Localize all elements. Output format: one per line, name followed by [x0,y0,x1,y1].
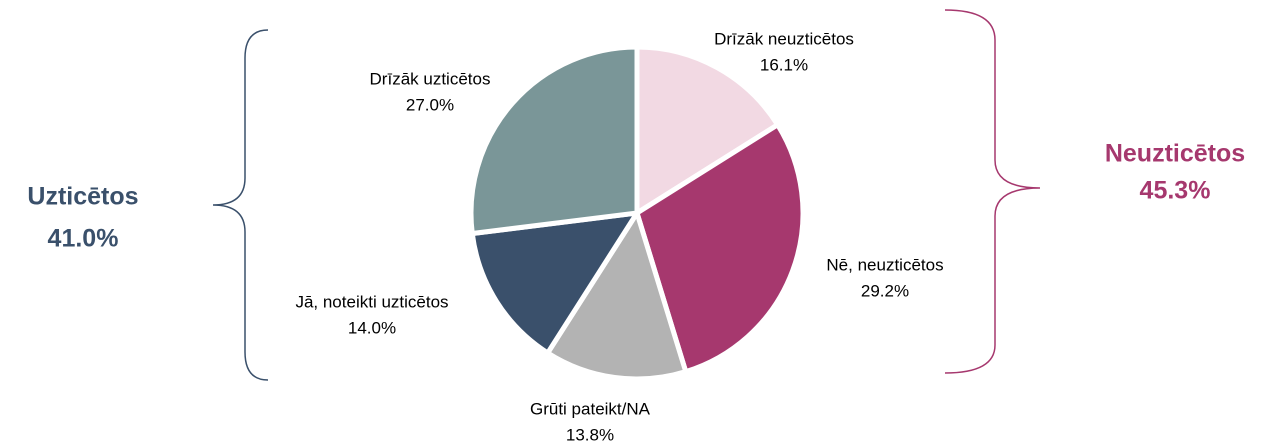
right-bracket [944,9,1041,374]
slice-value: 13.8% [566,425,614,444]
slice-value: 27.0% [406,95,454,114]
pie-slice [634,121,806,375]
slice-label: Jā, noteikti uzticētos [295,292,448,311]
pie-slice [634,44,782,218]
left-bracket [212,29,269,381]
group-label: Uzticētos [27,183,138,211]
group-value: 45.3% [1140,177,1211,205]
pie-slice [544,207,689,382]
group-label: Neuzticētos [1105,140,1245,168]
group-value: 41.0% [48,225,119,253]
slice-value: 16.1% [760,55,808,74]
pie-slice [468,44,640,237]
slice-label: Drīzāk neuzticētos [714,29,854,48]
slice-label: Nē, neuzticētos [826,255,943,274]
slice-label: Drīzāk uzticētos [370,69,491,88]
pie-slice [469,209,642,357]
slice-label: Grūti pateikt/NA [530,399,651,418]
slice-value: 14.0% [348,318,396,337]
slice-value: 29.2% [861,281,909,300]
